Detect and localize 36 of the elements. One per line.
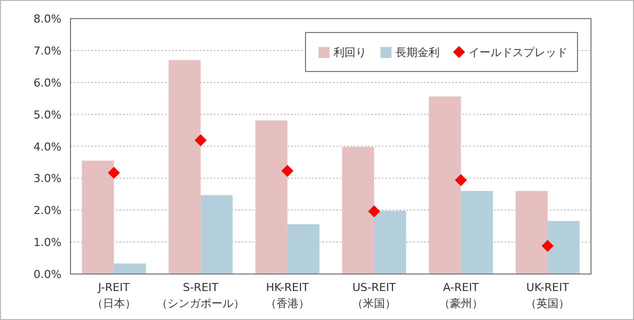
point (281, 164, 294, 177)
legend-label: 長期金利 (396, 46, 440, 59)
bar (428, 96, 461, 274)
bar (200, 195, 233, 274)
y-tick-label: 5.0% (34, 108, 62, 122)
bar (516, 190, 548, 274)
x-tick-label: US-REIT （米国） (352, 281, 396, 310)
bar (255, 120, 288, 274)
point (194, 134, 207, 146)
y-tick-label: 4.0% (34, 140, 62, 154)
point (454, 174, 467, 186)
legend-label: イールドスプレッド (468, 46, 568, 59)
y-tick-label: 7.0% (34, 44, 62, 58)
bar (342, 146, 374, 274)
bar (82, 160, 114, 274)
x-tick-label: S-REIT （シンガポール） (156, 281, 245, 310)
point (368, 205, 380, 218)
point (108, 166, 120, 179)
bar (287, 224, 320, 274)
x-tick-label: J-REIT （日本） (92, 281, 136, 310)
x-tick-label: A-REIT （豪州） (438, 281, 483, 310)
y-tick-label: 1.0% (34, 236, 62, 250)
y-tick-label: 8.0% (34, 12, 62, 26)
y-tick-label: 2.0% (34, 204, 62, 218)
legend-label: 利回り (334, 46, 366, 59)
bar (460, 190, 493, 274)
y-tick-label: 0.0% (34, 268, 62, 281)
y-tick-label: 3.0% (34, 172, 62, 186)
point (542, 240, 554, 252)
bar (548, 221, 580, 274)
bar (374, 210, 406, 274)
x-tick-label: UK-REIT （英国） (526, 281, 570, 310)
y-tick-label: 6.0% (34, 76, 62, 90)
bar (114, 263, 146, 274)
x-tick-label: HK-REIT （香港） (265, 281, 310, 310)
bar (168, 60, 201, 274)
